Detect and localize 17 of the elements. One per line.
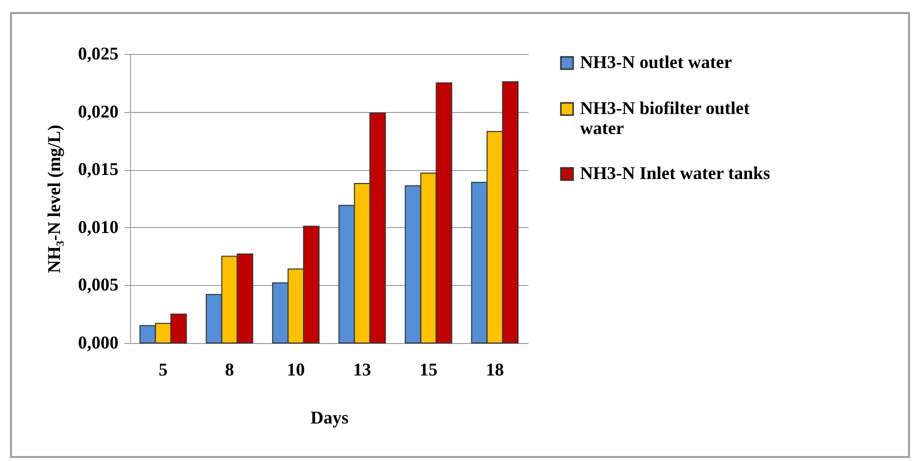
x-tick-label: 5 xyxy=(158,360,168,380)
y-tick-label: 0,010 xyxy=(78,216,118,237)
legend-label: NH3-N biofilter outlet water xyxy=(580,98,750,138)
y-tick-label: 0,020 xyxy=(78,101,118,122)
y-tick-label: 0,015 xyxy=(78,159,118,180)
x-tick-label: 8 xyxy=(225,360,234,380)
y-tick-label: 0,025 xyxy=(78,44,118,64)
y-tick-label: 0,005 xyxy=(78,274,118,295)
y-axis-title: NH₃-N level (mg/L) xyxy=(44,124,64,274)
x-axis-title: Days xyxy=(310,408,349,428)
x-tick-label: 15 xyxy=(420,360,438,380)
legend-label: NH3-N Inlet water tanks xyxy=(580,163,770,183)
x-tick-label: 13 xyxy=(353,360,372,380)
legend-label: NH3-N outlet water xyxy=(580,52,732,72)
x-tick-label: 18 xyxy=(486,360,504,380)
x-tick-label: 10 xyxy=(286,360,305,380)
y-tick-label: 0,000 xyxy=(78,332,118,352)
